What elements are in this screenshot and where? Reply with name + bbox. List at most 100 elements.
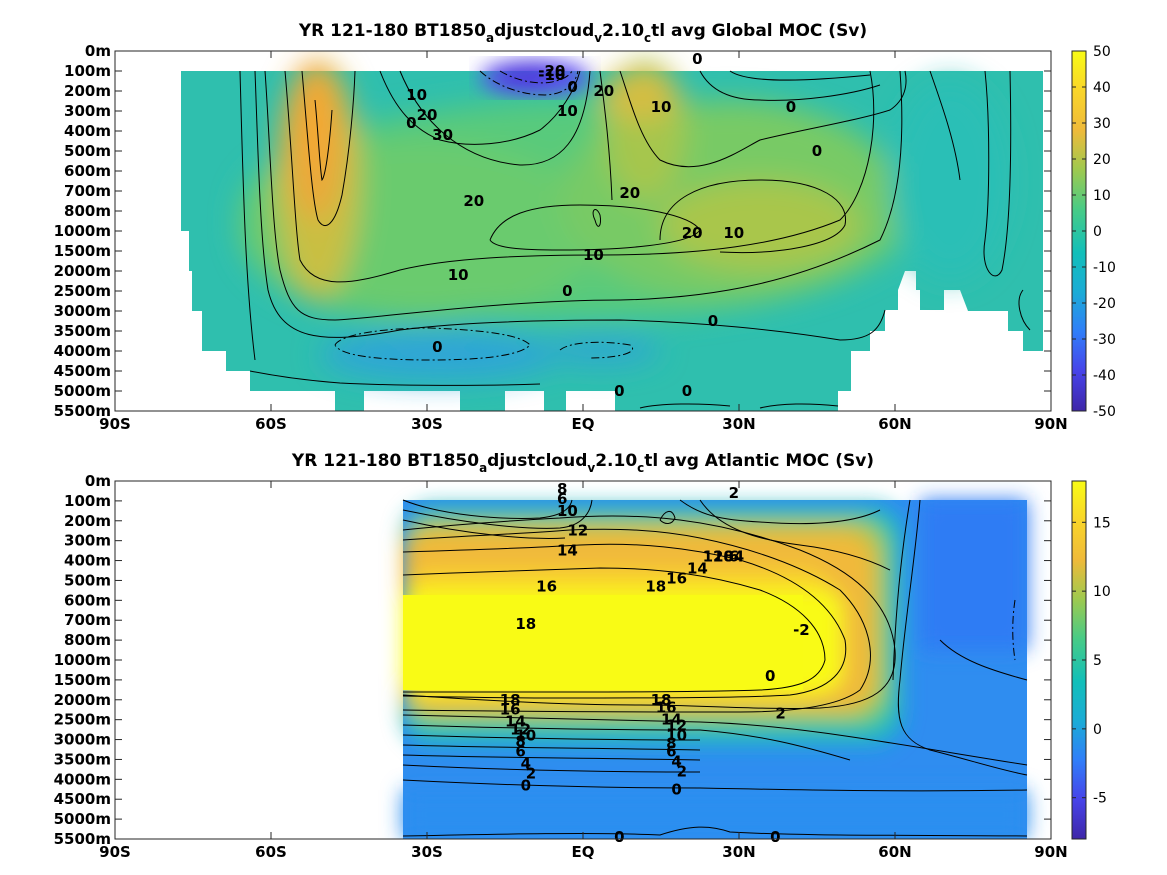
global-moc-x-tick-label: EQ xyxy=(572,415,595,433)
global-moc-y-tick-label: 700m xyxy=(64,182,111,200)
global-moc-x-tick-label: 90N xyxy=(1034,415,1067,433)
atlantic-moc-contour-label: 4 xyxy=(671,752,681,770)
atlantic-moc-contour-label: 14 xyxy=(557,542,578,560)
global-moc-y-tick-label: 1000m xyxy=(54,222,111,240)
global-moc-y-tick-label: 2500m xyxy=(54,282,111,300)
atlantic-moc-contour-label: -2 xyxy=(793,621,810,639)
global-moc-y-tick-label: 3000m xyxy=(54,302,111,320)
global-moc-contour-label: 0 xyxy=(812,142,822,160)
global-moc-contour-label: 20 xyxy=(593,82,614,100)
atlantic-moc-y-tick-label: 2500m xyxy=(54,711,111,729)
atlantic-moc-contour-label: 14 xyxy=(505,713,526,731)
global-moc-x-tick-label: 60S xyxy=(255,415,287,433)
global-moc-contour-label: -20 xyxy=(538,62,565,80)
global-moc-y-tick-label: 4500m xyxy=(54,362,111,380)
atlantic-moc-contour-label: 16 xyxy=(500,701,521,719)
global-moc-title: YR 121-180 BT1850adjustcloudv2.10ctl avg… xyxy=(298,21,867,45)
global-moc-y-tick-label: 200m xyxy=(64,82,111,100)
global-moc-contour-label: 10 xyxy=(406,86,427,104)
global-moc-colorbar-tick-label: -30 xyxy=(1093,332,1116,348)
global-moc-x-axis: 90S 60S 30S EQ 30N 60N 90N xyxy=(99,51,1068,433)
global-moc-contour-label: 20 xyxy=(682,224,703,242)
atlantic-moc-contour-label: 16 xyxy=(536,577,557,595)
atlantic-moc-y-tick-label: 800m xyxy=(64,631,111,649)
atlantic-moc-panel: YR 121-180 BT1850adjustcloudv2.10ctl avg… xyxy=(54,451,1111,861)
atlantic-moc-contour-label: 8 xyxy=(666,735,676,753)
atlantic-moc-colorbar-ticks: 15 10 5 0 -5 xyxy=(1072,515,1111,807)
atlantic-moc-contour-label: 6 xyxy=(557,490,567,508)
atlantic-moc-contour-label: 12 xyxy=(567,522,588,540)
atlantic-moc-contour-label: 2 xyxy=(775,705,785,723)
atlantic-moc-contour-label: 6 xyxy=(666,742,676,760)
global-moc-contour-label: 10 xyxy=(651,98,672,116)
atlantic-moc-contour-label: 10 xyxy=(515,727,536,745)
global-moc-panel: YR 121-180 BT1850adjustcloudv2.10ctl avg… xyxy=(54,21,1116,433)
global-moc-colorbar-ticks: 50 40 30 20 10 0 -10 -20 -30 -40 -50 xyxy=(1072,44,1116,420)
atlantic-moc-x-tick-label: 90N xyxy=(1034,843,1067,861)
atlantic-moc-y-tick-label: 600m xyxy=(64,591,111,609)
global-moc-contour-label: -10 xyxy=(538,66,565,84)
atlantic-moc-contour-label: 12 xyxy=(510,721,531,739)
atlantic-moc-contour-label: 0 xyxy=(671,780,681,798)
atlantic-moc-contour-label: 10 xyxy=(713,548,734,566)
atlantic-moc-x-axis: 90S 60S 30S EQ 30N 60N 90N xyxy=(99,481,1068,861)
global-moc-y-axis: 0m 100m 200m 300m 400m 500m 600m 700m 800m 1000m 1… xyxy=(54,42,1051,420)
global-moc-y-tick-label: 4000m xyxy=(54,342,111,360)
atlantic-moc-contour-label: 2 xyxy=(526,764,536,782)
atlantic-moc-y-tick-label: 700m xyxy=(64,611,111,629)
atlantic-moc-title: YR 121-180 BT1850adjustcloudv2.10ctl avg… xyxy=(291,451,874,475)
global-moc-colorbar-tick-label: -50 xyxy=(1093,404,1116,420)
atlantic-moc-contour-label: 18 xyxy=(515,615,536,633)
atlantic-moc-y-tick-label: 100m xyxy=(64,492,111,510)
atlantic-moc-colorbar-tick-label: 0 xyxy=(1093,722,1102,738)
atlantic-moc-contour-label: 16 xyxy=(656,699,677,717)
atlantic-moc-contour-label: 6 xyxy=(515,742,525,760)
atlantic-moc-contour-label: 6 xyxy=(729,548,739,566)
atlantic-moc-colorbar-tick-label: 15 xyxy=(1093,515,1111,531)
global-moc-y-tick-label: 3500m xyxy=(54,322,111,340)
atlantic-moc-y-tick-label: 2000m xyxy=(54,691,111,709)
atlantic-moc-contour-label: 10 xyxy=(666,727,687,745)
atlantic-moc-contour-label: 14 xyxy=(687,560,708,578)
atlantic-moc-colorbar-tick-label: 10 xyxy=(1093,584,1111,600)
global-moc-contour-label: 0 xyxy=(708,312,718,330)
global-moc-y-tick-label: 400m xyxy=(64,122,111,140)
atlantic-moc-x-tick-label: 60N xyxy=(878,843,911,861)
global-moc-y-tick-label: 300m xyxy=(64,102,111,120)
atlantic-moc-contour-label: 8 xyxy=(723,548,733,566)
atlantic-moc-y-tick-label: 4000m xyxy=(54,770,111,788)
global-moc-colorbar-tick-label: -20 xyxy=(1093,296,1116,312)
atlantic-moc-contour-label: 12 xyxy=(703,548,724,566)
atlantic-moc-contour-label: 12 xyxy=(666,717,687,735)
global-moc-y-tick-label: 100m xyxy=(64,62,111,80)
global-moc-colorbar-tick-label: 50 xyxy=(1093,44,1111,60)
global-moc-colorbar-tick-label: -10 xyxy=(1093,260,1116,276)
atlantic-moc-x-tick-label: 30S xyxy=(411,843,443,861)
global-moc-contour-label: 20 xyxy=(619,184,640,202)
atlantic-moc-contour-label: 0 xyxy=(521,776,531,794)
atlantic-moc-x-tick-label: 90S xyxy=(99,843,131,861)
global-moc-colorbar-tick-label: 40 xyxy=(1093,80,1111,96)
global-moc-x-tick-label: 30N xyxy=(722,415,755,433)
atlantic-moc-y-tick-label: 5000m xyxy=(54,810,111,828)
atlantic-moc-colorbar-tick-label: -5 xyxy=(1093,791,1107,807)
atlantic-moc-x-tick-label: 30N xyxy=(722,843,755,861)
atlantic-moc-x-tick-label: 60S xyxy=(255,843,287,861)
global-moc-contour-label: 0 xyxy=(786,98,796,116)
atlantic-moc-y-tick-label: 3000m xyxy=(54,731,111,749)
global-moc-colorbar-tick-label: 20 xyxy=(1093,152,1111,168)
atlantic-moc-y-tick-label: 1000m xyxy=(54,651,111,669)
atlantic-moc-field xyxy=(402,499,1028,839)
global-moc-contour-label: 10 xyxy=(723,224,744,242)
global-moc-y-tick-label: 500m xyxy=(64,142,111,160)
atlantic-moc-colorbar-tick-label: 5 xyxy=(1093,653,1102,669)
global-moc-contour-label: 0 xyxy=(692,50,702,68)
global-moc-colorbar-tick-label: 10 xyxy=(1093,188,1111,204)
global-moc-colorbar-tick-label: 0 xyxy=(1093,224,1102,240)
global-moc-contour-label: 10 xyxy=(557,102,578,120)
global-moc-contour-label: 0 xyxy=(614,382,624,400)
global-moc-contour-label: 10 xyxy=(448,266,469,284)
